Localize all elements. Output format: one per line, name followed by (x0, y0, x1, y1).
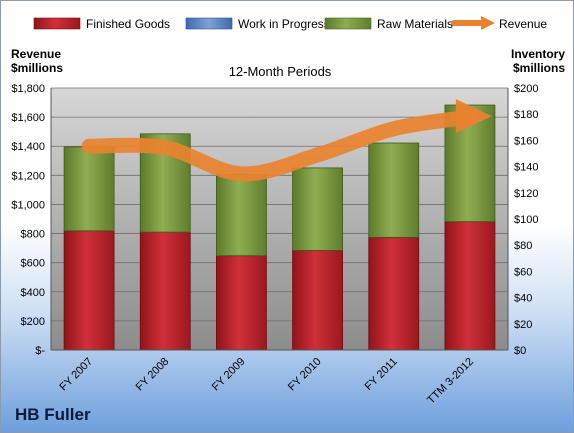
bar-raw-materials (216, 174, 267, 257)
left-axis-tick-label: $- (35, 345, 45, 357)
bars-layer (63, 104, 496, 351)
legend-swatch-revenue-arrowhead (481, 16, 495, 30)
left-axis-tick-label: $200 (21, 316, 45, 328)
right-axis-tick-label: $120 (514, 188, 538, 200)
bar-finished-goods (368, 236, 420, 351)
bar-finished-goods (216, 255, 267, 351)
legend-label-raw-materials: Raw Materials (377, 17, 453, 31)
left-axis-tick-label: $1,600 (11, 112, 45, 124)
left-axis-tick-label: $1,400 (11, 141, 45, 153)
x-axis-category-label: FY 2009 (210, 356, 248, 394)
bar-raw-materials (292, 167, 343, 251)
right-axis-title-line2: $millions (513, 61, 565, 75)
plot-area-background (51, 88, 508, 350)
legend: Finished Goods Work in Progress Raw Mate… (33, 16, 547, 31)
left-axis-tick-label: $600 (21, 258, 45, 270)
left-axis-title-line1: Revenue (11, 47, 61, 61)
bar-finished-goods (292, 250, 343, 351)
legend-label-finished-goods: Finished Goods (86, 17, 170, 31)
left-axis-tick-label: $1,800 (11, 83, 45, 95)
right-axis-tick-label: $200 (514, 83, 538, 95)
right-axis-tick-label: $80 (514, 240, 532, 252)
left-axis-tick-label: $400 (21, 287, 45, 299)
x-axis-category-label: FY 2011 (363, 356, 400, 393)
legend-swatch-work-in-progress (185, 17, 233, 30)
legend-swatch-finished-goods (33, 17, 81, 30)
right-axis-tick-label: $40 (514, 293, 532, 305)
right-axis-tick-label: $140 (514, 162, 538, 174)
right-axis-tick-label: $20 (514, 319, 532, 331)
left-axis-tick-label: $1,200 (11, 170, 45, 182)
chart-subtitle: 12-Month Periods (229, 64, 332, 79)
bar-finished-goods (444, 221, 496, 351)
x-axis-category-label: TTM 3-2012 (425, 356, 476, 407)
company-name: HB Fuller (15, 405, 91, 424)
right-axis-tick-label: $0 (514, 345, 526, 357)
left-axis-title-line2: $millions (11, 61, 63, 75)
right-axis-tick-label: $100 (514, 214, 538, 226)
legend-label-revenue: Revenue (499, 17, 547, 31)
x-axis-category-label: FY 2008 (134, 356, 172, 394)
bar-raw-materials (63, 146, 115, 232)
legend-swatch-raw-materials (324, 17, 372, 30)
right-axis-tick-label: $180 (514, 109, 538, 121)
bar-finished-goods (139, 231, 191, 351)
right-axis-title-line1: Inventory (511, 47, 565, 61)
left-axis-tick-label: $800 (21, 229, 45, 241)
bar-raw-materials (368, 142, 420, 238)
revenue-line-arrowhead (455, 99, 492, 134)
legend-label-work-in-progress: Work in Progress (238, 17, 330, 31)
right-axis-tick-label: $160 (514, 135, 538, 147)
x-axis-category-label: FY 2010 (286, 356, 324, 394)
bar-finished-goods (63, 230, 115, 351)
revenue-line-layer (81, 99, 492, 182)
right-axis-tick-label: $60 (514, 266, 532, 278)
x-axis-category-label: FY 2007 (57, 356, 95, 394)
left-axis-tick-label: $1,000 (11, 199, 45, 211)
revenue-line (81, 109, 478, 182)
